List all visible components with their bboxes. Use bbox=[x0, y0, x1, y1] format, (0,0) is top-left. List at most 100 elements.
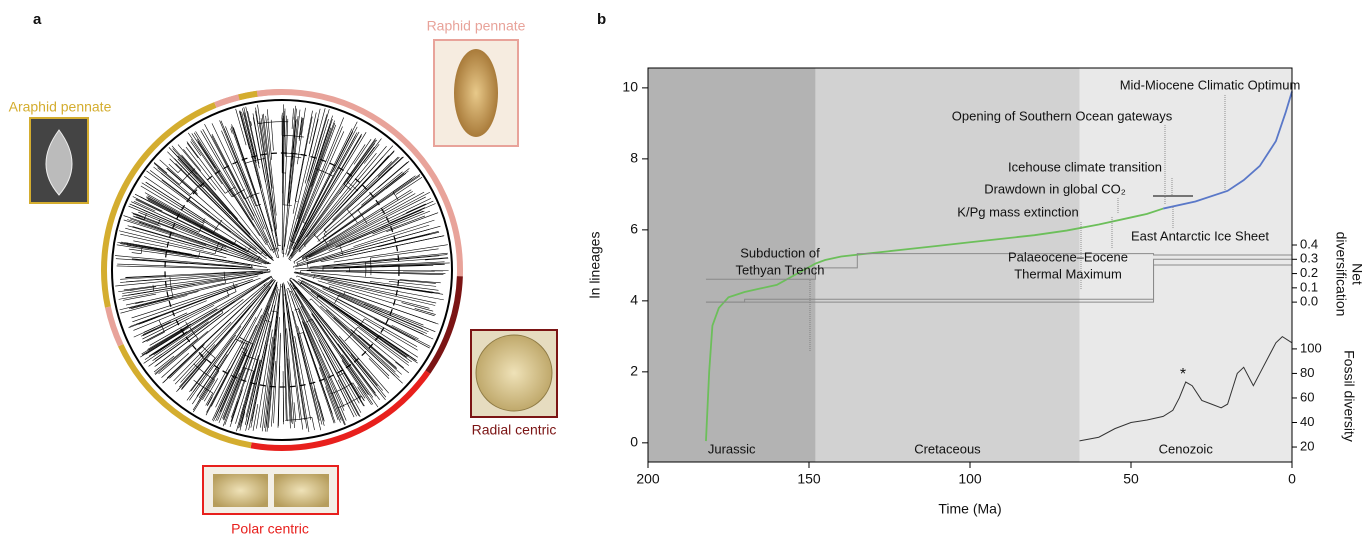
panel-label: b bbox=[597, 11, 606, 28]
tree-branch bbox=[294, 262, 295, 264]
tree-branch bbox=[145, 281, 266, 360]
y3-tick-label: 60 bbox=[1300, 389, 1314, 404]
tree-branch bbox=[364, 304, 423, 329]
y2-axis-label: Net bbox=[1349, 263, 1365, 285]
tree-branch bbox=[287, 106, 295, 206]
tree-branch bbox=[293, 132, 353, 248]
tree-branch bbox=[120, 271, 266, 279]
tree-branch bbox=[395, 362, 408, 373]
y3-tick-label: 100 bbox=[1300, 340, 1322, 355]
tree-branch bbox=[154, 162, 167, 173]
tree-branch bbox=[206, 344, 244, 416]
annotation: * bbox=[1180, 366, 1186, 383]
tree-branch bbox=[294, 402, 296, 421]
y-axis-label: ln lineages bbox=[587, 232, 603, 299]
annotation: Icehouse climate transition bbox=[1008, 159, 1162, 174]
clade-label: Araphid pennate bbox=[9, 99, 112, 115]
panel-label: a bbox=[33, 11, 42, 28]
tree-branch bbox=[378, 157, 398, 177]
tree-branch bbox=[130, 219, 255, 261]
tree-branch bbox=[265, 320, 271, 322]
period-band bbox=[815, 68, 1079, 462]
tree-branch bbox=[378, 232, 439, 247]
tree-branch bbox=[298, 119, 329, 219]
tree-branch bbox=[154, 356, 174, 372]
y3-axis-label: Fossil diversity bbox=[1341, 350, 1357, 442]
tree-branch bbox=[213, 345, 248, 422]
tree-branch bbox=[336, 204, 436, 247]
tree-branch bbox=[233, 127, 245, 163]
diatom-shape bbox=[274, 474, 329, 507]
tree-branch bbox=[290, 278, 291, 279]
tree-branch bbox=[198, 142, 215, 169]
tree-branch bbox=[136, 316, 159, 325]
tree-branch bbox=[219, 373, 240, 423]
tree-branch bbox=[295, 111, 312, 201]
tree-branch bbox=[126, 279, 162, 282]
tree-branch bbox=[379, 335, 417, 360]
tree-branch bbox=[271, 277, 273, 279]
tree-branch bbox=[329, 286, 330, 288]
annotation: Drawdown in global CO₂ bbox=[984, 181, 1126, 196]
tree-branch bbox=[285, 417, 312, 420]
annotation: Opening of Southern Ocean gateways bbox=[952, 108, 1173, 123]
tree-branch bbox=[266, 116, 277, 216]
clade-label: Radial centric bbox=[472, 422, 557, 438]
y3-tick-label: 20 bbox=[1300, 438, 1314, 453]
tree-branch bbox=[206, 393, 213, 405]
tree-branch bbox=[305, 108, 325, 183]
tree-branch bbox=[132, 253, 141, 254]
y3-tick-label: 80 bbox=[1300, 365, 1314, 380]
tree-branch bbox=[321, 229, 429, 259]
tree-branch bbox=[297, 135, 356, 242]
tree-branch bbox=[312, 319, 361, 398]
period-label: Jurassic bbox=[708, 441, 756, 456]
x-tick-label: 150 bbox=[797, 471, 821, 487]
tree-branch bbox=[400, 280, 441, 283]
tree-branch bbox=[344, 140, 376, 184]
tree-branch bbox=[259, 121, 278, 245]
tree-branch bbox=[153, 285, 154, 291]
tree-branch bbox=[415, 308, 436, 314]
annotation: Tethyan Trench bbox=[736, 262, 825, 277]
tree-branch bbox=[241, 287, 277, 424]
tree-branch bbox=[178, 159, 204, 187]
tree-branch bbox=[314, 275, 315, 279]
y3-tick-label: 40 bbox=[1300, 414, 1314, 429]
tree-branch bbox=[258, 105, 274, 212]
tree-branch bbox=[135, 200, 269, 264]
clade-ring bbox=[257, 92, 282, 94]
tree-branch bbox=[267, 109, 268, 120]
tree-branch bbox=[294, 272, 444, 300]
tree-branch bbox=[407, 289, 443, 294]
clade-ring bbox=[108, 307, 121, 345]
tree-branch bbox=[262, 114, 277, 229]
diatom-shape bbox=[454, 49, 498, 137]
x-tick-label: 50 bbox=[1123, 471, 1139, 487]
tree-root bbox=[271, 259, 293, 281]
y2-tick-label: 0.2 bbox=[1300, 265, 1318, 280]
tree-branch bbox=[285, 156, 301, 158]
tree-branch bbox=[239, 337, 253, 344]
annotation: Palaeocene–Eocene bbox=[1008, 249, 1128, 264]
tree-branch bbox=[278, 333, 280, 426]
y2-tick-label: 0.3 bbox=[1300, 251, 1318, 266]
y2-axis-label: diversification bbox=[1333, 232, 1349, 317]
tree-branch bbox=[396, 177, 422, 194]
tree-branch bbox=[202, 346, 215, 358]
tree-branch bbox=[147, 332, 165, 341]
tree-branch bbox=[282, 283, 286, 420]
y-tick-label: 8 bbox=[630, 150, 638, 166]
y2-tick-label: 0.4 bbox=[1300, 236, 1318, 251]
y-tick-label: 2 bbox=[630, 363, 638, 379]
y2-tick-label: 0.0 bbox=[1300, 294, 1318, 309]
y2-tick-label: 0.1 bbox=[1300, 279, 1318, 294]
clade-ring bbox=[215, 97, 239, 105]
x-tick-label: 200 bbox=[636, 471, 660, 487]
clade-label: Raphid pennate bbox=[427, 18, 526, 34]
period-label: Cenozoic bbox=[1159, 441, 1214, 456]
y-tick-label: 4 bbox=[630, 292, 638, 308]
tree-branch bbox=[253, 404, 258, 431]
tree-branch bbox=[312, 417, 315, 430]
